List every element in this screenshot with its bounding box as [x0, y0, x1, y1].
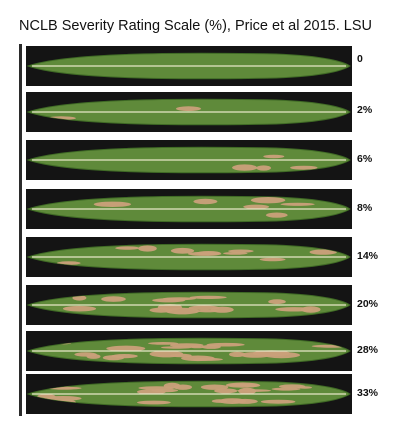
- lesion: [138, 245, 157, 252]
- lesion: [111, 354, 138, 359]
- lesion: [297, 386, 312, 389]
- vertical-rule: [19, 44, 22, 416]
- lesion: [181, 355, 215, 362]
- severity-label: 0: [357, 53, 363, 65]
- lesion: [240, 352, 271, 358]
- lesion: [260, 399, 296, 404]
- leaf-image: [26, 291, 351, 319]
- leaf-photo: [26, 331, 352, 371]
- severity-label: 28%: [357, 344, 379, 356]
- lesion: [106, 345, 146, 352]
- lesion: [195, 309, 220, 313]
- lesion: [187, 251, 222, 256]
- leaf-photo: [26, 285, 352, 325]
- leaf-photo: [26, 140, 352, 180]
- leaf-photo: [26, 189, 352, 229]
- lesion: [136, 389, 166, 395]
- lesion: [243, 383, 261, 388]
- lesion: [280, 202, 315, 206]
- lesion: [256, 165, 271, 171]
- lesion: [232, 164, 258, 171]
- lesion: [236, 389, 272, 392]
- leaf-image: [26, 146, 351, 174]
- leaf-photo: [26, 237, 352, 277]
- severity-label: 33%: [357, 387, 379, 399]
- lesion: [250, 197, 286, 204]
- lesion: [39, 149, 65, 153]
- lesion: [86, 354, 101, 359]
- lesion: [266, 212, 288, 218]
- leaf-image: [26, 98, 351, 126]
- leaf-photo: [26, 92, 352, 132]
- leaf-photo: [26, 374, 352, 414]
- severity-label: 20%: [357, 298, 379, 310]
- lesion: [137, 400, 171, 405]
- lesion: [169, 343, 204, 348]
- lesion: [188, 305, 220, 311]
- lesion: [263, 154, 285, 159]
- lesion: [228, 249, 254, 253]
- lesion: [170, 247, 195, 254]
- lesion: [176, 106, 201, 112]
- severity-label: 6%: [357, 153, 373, 165]
- leaf-image: [26, 52, 351, 80]
- severity-label: 8%: [357, 202, 373, 214]
- lesion: [223, 252, 248, 255]
- lesion: [300, 306, 321, 313]
- lesion: [157, 304, 183, 311]
- lesion: [173, 384, 192, 390]
- lesion: [57, 261, 81, 265]
- lesion: [46, 116, 76, 121]
- lesion: [200, 384, 229, 390]
- leaf-image: [26, 243, 351, 271]
- lesion: [243, 204, 270, 209]
- lesion: [152, 298, 186, 303]
- leaf-image: [26, 380, 351, 408]
- lesion: [148, 342, 179, 345]
- lesion: [311, 344, 350, 348]
- lesion: [309, 249, 337, 255]
- lesion: [43, 396, 82, 401]
- severity-label: 14%: [357, 250, 379, 262]
- lesion: [268, 299, 286, 305]
- lesion: [189, 295, 227, 299]
- lesion: [232, 398, 258, 404]
- lesion: [93, 201, 132, 207]
- lesion: [62, 305, 97, 312]
- leaf-image: [26, 337, 351, 365]
- lesion: [101, 296, 126, 302]
- severity-label: 2%: [357, 104, 373, 116]
- lesion: [115, 246, 140, 250]
- lesion: [52, 263, 69, 268]
- lesion: [290, 165, 318, 170]
- page-title: NCLB Severity Rating Scale (%), Price et…: [19, 18, 372, 34]
- lesion: [193, 198, 218, 205]
- lesion: [259, 257, 286, 262]
- lesion: [206, 342, 245, 347]
- leaf-photo: [26, 46, 352, 86]
- leaf-image: [26, 195, 351, 223]
